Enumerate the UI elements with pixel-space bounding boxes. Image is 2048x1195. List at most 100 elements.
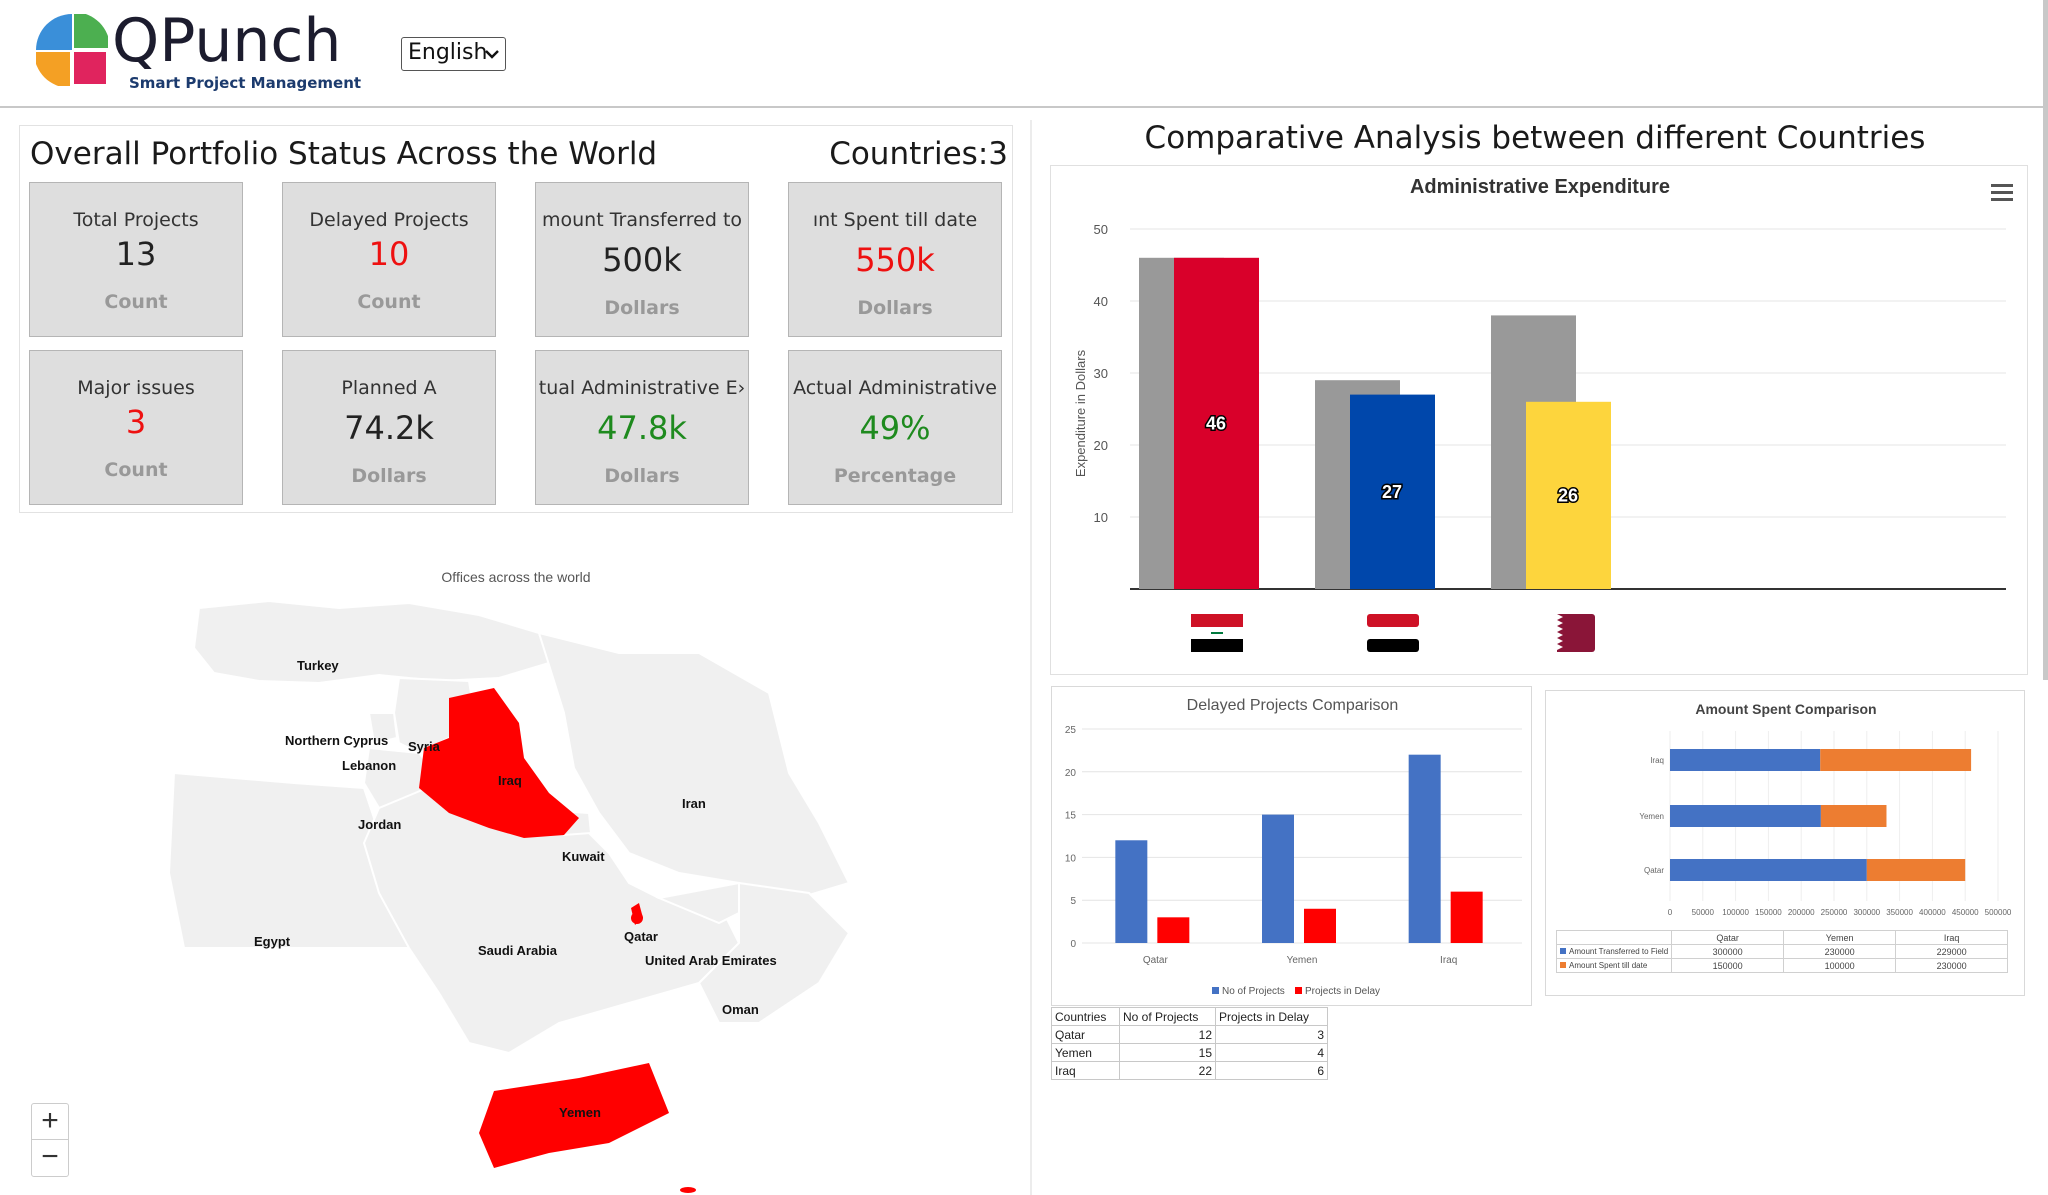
kpi-label: mount Transferred to [541,209,743,231]
x-tick-label: 500000 [1985,908,2012,917]
language-select[interactable]: English [401,37,506,71]
kpi-card[interactable]: mount Transferred to 500k Dollars [535,182,749,337]
table-cell: 12 [1119,1025,1216,1044]
zoom-in-button[interactable]: + [32,1104,68,1140]
portfolio-title: Overall Portfolio Status Across the Worl… [30,136,658,172]
y-tick-label: Qatar [1644,866,1664,875]
bar-data-label: 26 [1558,485,1578,505]
table-header-cell: Iraq [1895,930,2009,945]
kpi-unit: Count [104,459,168,481]
table-row: Qatar 12 3 [1051,1025,1328,1044]
map-label-jordan: Jordan [358,817,402,832]
kpi-card[interactable]: Delayed Projects 10 Count [282,182,496,337]
iraq-flag-icon [1191,614,1243,652]
table-cell: 15 [1119,1043,1216,1062]
map-label-northern-cyprus: Northern Cyprus [285,733,389,748]
kpi-unit: Dollars [604,465,680,487]
bar-data-label: 46 [1206,413,1226,433]
y-tick-label: 15 [1065,811,1077,822]
table-header-row: Qatar Yemen Iraq [1555,930,2009,945]
y-tick-label: 20 [1065,768,1077,779]
x-tick-label: Qatar [1143,955,1169,966]
table-cell: Amount Transferred to Field [1555,944,1673,959]
kpi-unit: Percentage [833,465,957,487]
y-tick-label: 0 [1070,939,1076,950]
stacked-bar-segment [1820,805,1887,827]
admin-expenditure-chart: Administrative Expenditure 10 20 30 40 50 46 2… [1050,165,2028,675]
kpi-card[interactable]: Total Projects 13 Count [29,182,243,337]
panel-divider [1030,120,1032,1195]
kpi-card[interactable]: Actual Administrative 49% Percentage [788,350,1002,505]
legend-swatch [1295,987,1302,994]
amount-chart-title: Amount Spent Comparison [1695,701,1877,717]
yemen-flag-icon [1367,614,1419,652]
y-tick-label: Yemen [1639,812,1664,821]
region-map[interactable] [19,553,1013,1195]
map-label-iraq: Iraq [498,773,522,788]
legend-label: Amount Spent till date [1569,961,1648,970]
table-cell: Yemen [1051,1043,1120,1062]
legend-label: Projects in Delay [1305,986,1380,997]
y-tick-label: 30 [1094,366,1108,381]
stacked-bar-segment [1866,859,1966,881]
x-tick-label: 150000 [1755,908,1782,917]
world-map-panel[interactable]: Offices across the world [19,553,1013,1195]
x-tick-label: 350000 [1886,908,1913,917]
kpi-label: Major issues [77,377,195,399]
bar-actual [1350,394,1435,589]
table-cell: 22 [1119,1061,1216,1080]
table-row: Amount Spent till date 150000 100000 230000 [1555,958,2009,973]
map-label-kuwait: Kuwait [562,849,605,864]
table-cell: Iraq [1051,1061,1120,1080]
table-cell: Amount Spent till date [1555,958,1673,973]
kpi-card[interactable]: ınt Spent till date 550k Dollars [788,182,1002,337]
kpi-unit: Count [357,291,421,313]
table-row: Yemen 15 4 [1051,1043,1328,1062]
amount-data-table: Qatar Yemen Iraq Amount Transferred to Fiel… [1555,930,2009,973]
map-label-uae: United Arab Emirates [645,953,777,968]
table-header-cell: No of Projects [1119,1007,1216,1026]
stacked-bar-segment [1670,805,1821,827]
kpi-value: 3 [125,403,147,441]
x-tick-label: 0 [1668,908,1673,917]
map-label-qatar: Qatar [624,929,658,944]
kpi-label: Total Projects [73,209,199,231]
admin-chart-title: Administrative Expenditure [1409,176,1671,198]
table-cell: 3 [1215,1025,1328,1044]
bar-projects [1408,754,1441,943]
delay-chart-plot: 0 5 10 15 20 25 Qatar Yemen Iraq No of Projects Pr… [1065,725,1522,997]
kpi-label: Planned A [341,377,437,399]
y-tick-label: 5 [1070,896,1076,907]
table-row: Amount Transferred to Field 300000 230000 2… [1555,944,2009,959]
map-country-yemen [479,1063,669,1168]
table-header-cell: Projects in Delay [1215,1007,1328,1026]
countries-count: Countries:3 [829,136,1008,172]
map-label-oman: Oman [722,1002,759,1017]
map-country-lebanon [367,712,399,745]
kpi-card[interactable]: Major issues 3 Count [29,350,243,505]
kpi-value: 500k [602,241,682,279]
map-label-syria: Syria [408,739,440,754]
kpi-card[interactable]: Planned A 74.2k Dollars [282,350,496,505]
delay-chart-title: Delayed Projects Comparison [1186,697,1399,714]
legend-label: No of Projects [1222,986,1285,997]
table-cell: 150000 [1671,958,1785,973]
kpi-card[interactable]: tual Administrative E› 47.8k Dollars [535,350,749,505]
kpi-value: 47.8k [597,409,687,447]
kpi-value: 10 [368,235,410,273]
zoom-out-button[interactable]: − [41,1140,59,1173]
map-label-iran: Iran [682,796,706,811]
bar-delay [1304,908,1336,943]
page-scrollbar[interactable] [2043,0,2048,680]
table-cell: 229000 [1895,944,2009,959]
chart-menu-icon[interactable] [1991,184,2013,202]
stacked-bar-segment [1670,749,1821,771]
map-label-yemen: Yemen [559,1105,601,1120]
y-tick-label: Iraq [1650,756,1664,765]
table-row: Iraq 22 6 [1051,1061,1328,1080]
delayed-projects-chart: Delayed Projects Comparison 0 5 10 15 20 25 Qa… [1051,686,1532,1006]
kpi-value: 550k [855,241,935,279]
map-label-lebanon: Lebanon [342,758,397,773]
table-cell: 4 [1215,1043,1328,1062]
map-country-turkey [192,599,551,685]
